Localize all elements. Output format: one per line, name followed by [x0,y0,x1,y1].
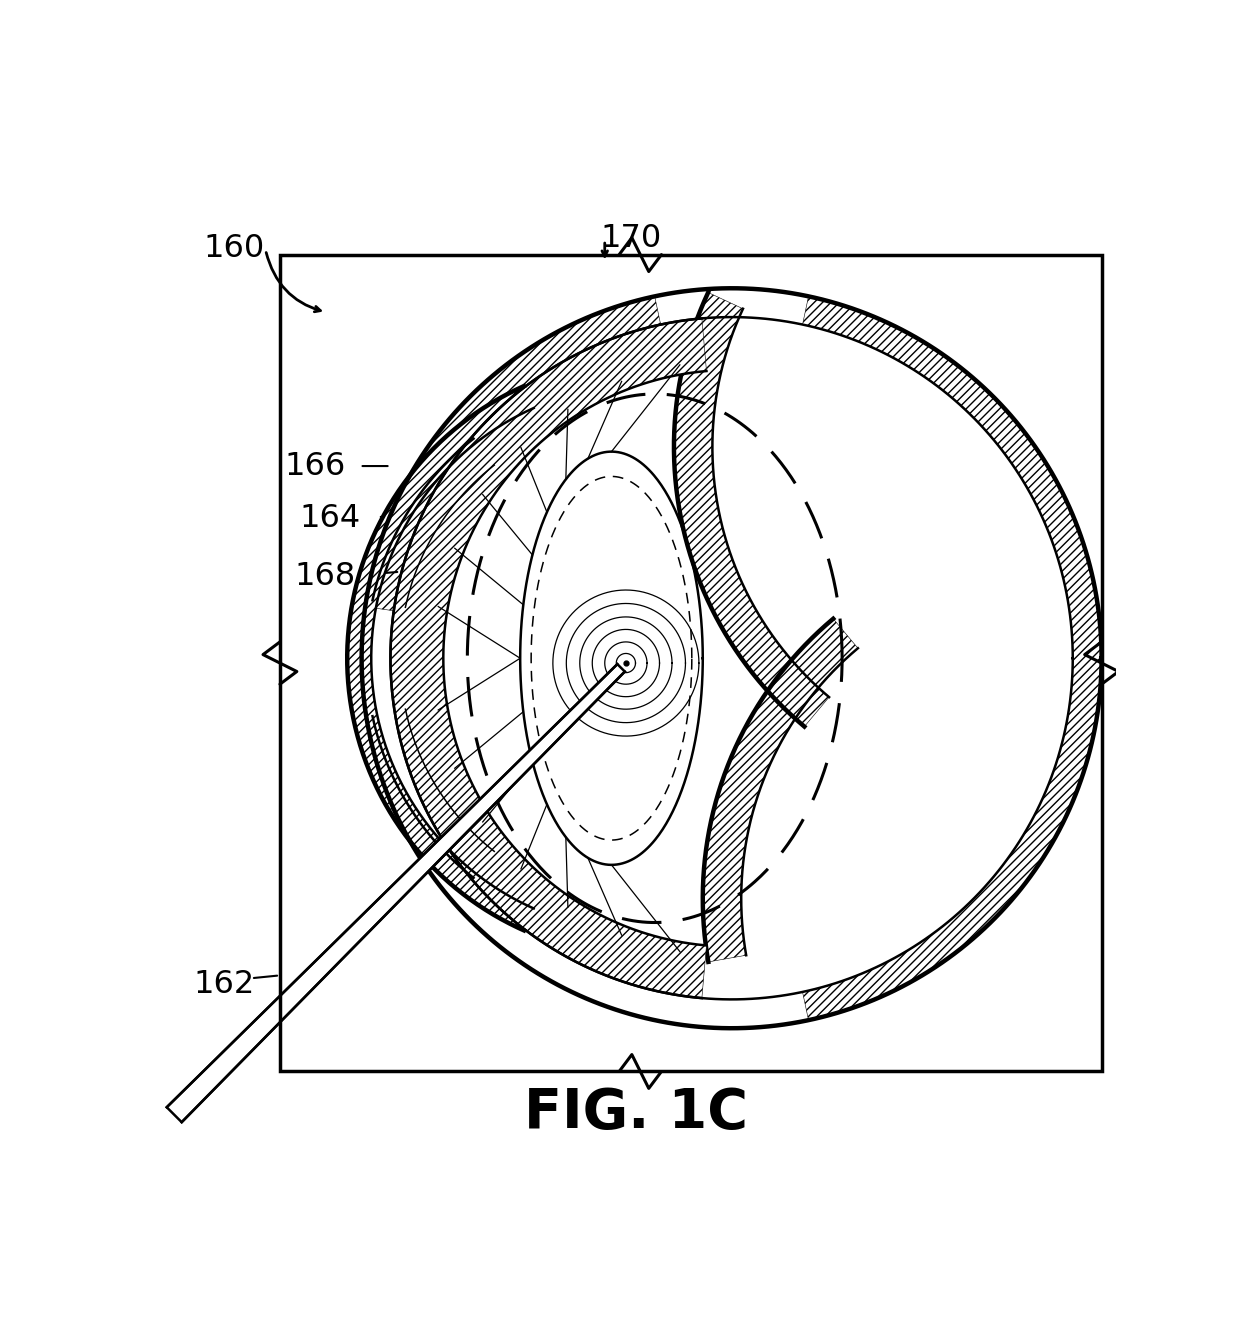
Text: FIG. 1C: FIG. 1C [523,1086,748,1140]
Polygon shape [347,386,533,930]
Text: 162: 162 [193,970,254,1000]
Text: 160: 160 [203,233,264,264]
Polygon shape [675,293,830,726]
Text: 168: 168 [294,561,356,591]
Polygon shape [802,296,1101,1020]
Text: 164: 164 [299,503,361,534]
Polygon shape [391,318,707,998]
Polygon shape [166,665,625,1122]
Polygon shape [703,619,858,962]
Bar [280,254,1101,1071]
Polygon shape [366,296,661,611]
Text: 166: 166 [285,450,346,482]
Text: 170: 170 [600,222,661,254]
